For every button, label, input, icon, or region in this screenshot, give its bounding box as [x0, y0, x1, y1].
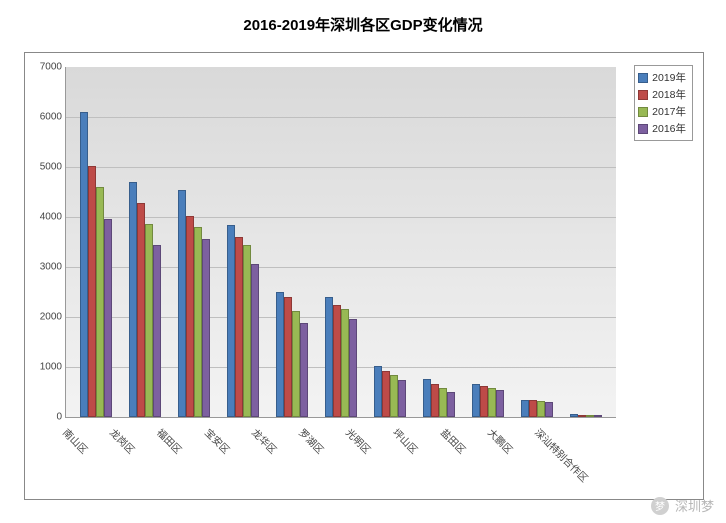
bar: [96, 187, 104, 417]
legend-label: 2017年: [652, 104, 686, 119]
bar: [104, 219, 112, 417]
bar: [276, 292, 284, 417]
bar: [80, 112, 88, 417]
bar: [194, 227, 202, 417]
y-tick-label: 2000: [40, 312, 62, 323]
bar: [349, 319, 357, 418]
bar: [227, 225, 235, 418]
bar: [251, 264, 259, 417]
y-tick-label: 0: [56, 412, 62, 423]
bar: [545, 402, 553, 418]
bar: [178, 190, 186, 418]
x-tick-label: 宝安区: [196, 419, 240, 463]
bar: [431, 384, 439, 418]
x-tick-label: 坪山区: [385, 419, 429, 463]
bar: [186, 216, 194, 417]
bar: [537, 401, 545, 417]
legend-swatch: [638, 90, 648, 100]
bar: [325, 297, 333, 417]
plot-area: 01000200030004000500060007000: [65, 67, 616, 418]
bar: [472, 384, 480, 418]
bar-group: [561, 67, 610, 417]
x-tick-label: 深汕特别合作区: [526, 419, 592, 485]
legend-swatch: [638, 107, 648, 117]
bar-group: [170, 67, 219, 417]
y-tick-label: 5000: [40, 162, 62, 173]
bar: [153, 245, 161, 418]
legend-label: 2016年: [652, 121, 686, 136]
legend-label: 2019年: [652, 70, 686, 85]
bar-group: [512, 67, 561, 417]
x-tick-label: 南山区: [54, 419, 98, 463]
x-tick-label: 光明区: [338, 419, 382, 463]
watermark-icon: 梦: [651, 497, 669, 515]
bar-group: [414, 67, 463, 417]
chart-frame: 01000200030004000500060007000 南山区龙岗区福田区宝…: [24, 52, 704, 500]
bar: [235, 237, 243, 418]
bars-container: [66, 67, 616, 417]
bar-group: [72, 67, 121, 417]
bar: [382, 371, 390, 417]
chart-title: 2016-2019年深圳各区GDP变化情况: [0, 0, 726, 43]
x-tick-label: 罗湖区: [290, 419, 334, 463]
x-tick-label: 福田区: [149, 419, 193, 463]
x-tick-label: 龙岗区: [102, 419, 146, 463]
bar: [488, 388, 496, 418]
y-tick-label: 6000: [40, 112, 62, 123]
legend-item: 2018年: [638, 86, 686, 103]
bar: [292, 311, 300, 418]
bar-group: [121, 67, 170, 417]
bar: [137, 203, 145, 417]
bar: [594, 415, 602, 417]
x-axis-labels: 南山区龙岗区福田区宝安区龙华区罗湖区光明区坪山区盐田区大鹏区深汕特别合作区: [65, 419, 615, 434]
bar: [333, 305, 341, 418]
bar: [145, 224, 153, 417]
x-tick-label: 龙华区: [243, 419, 287, 463]
bar: [300, 323, 308, 417]
bar: [374, 366, 382, 417]
bar: [439, 388, 447, 418]
bar: [529, 400, 537, 417]
legend-item: 2019年: [638, 69, 686, 86]
bar: [496, 390, 504, 417]
bar: [521, 400, 529, 418]
bar: [202, 239, 210, 417]
legend-label: 2018年: [652, 87, 686, 102]
y-tick-label: 7000: [40, 62, 62, 73]
legend-item: 2016年: [638, 120, 686, 137]
bar: [423, 379, 431, 418]
bar: [129, 182, 137, 417]
legend: 2019年 2018年 2017年 2016年: [634, 65, 693, 141]
bar: [447, 392, 455, 418]
legend-swatch: [638, 73, 648, 83]
bar-group: [365, 67, 414, 417]
x-tick-label: 大鹏区: [479, 419, 523, 463]
watermark-text: 深圳梦: [675, 496, 714, 515]
bar: [398, 380, 406, 417]
bar: [480, 386, 488, 417]
bar-group: [268, 67, 317, 417]
bar: [570, 414, 578, 417]
bar: [88, 166, 96, 417]
y-tick-label: 4000: [40, 212, 62, 223]
legend-item: 2017年: [638, 103, 686, 120]
bar-group: [219, 67, 268, 417]
y-tick-label: 3000: [40, 262, 62, 273]
watermark: 梦 深圳梦: [651, 496, 714, 515]
y-tick-label: 1000: [40, 362, 62, 373]
bar: [586, 415, 594, 417]
bar-group: [317, 67, 366, 417]
bar-group: [463, 67, 512, 417]
x-tick-label: 盐田区: [432, 419, 476, 463]
bar: [341, 309, 349, 418]
legend-swatch: [638, 124, 648, 134]
bar: [284, 297, 292, 417]
bar: [243, 245, 251, 418]
bar: [390, 375, 398, 418]
bar: [578, 415, 586, 418]
